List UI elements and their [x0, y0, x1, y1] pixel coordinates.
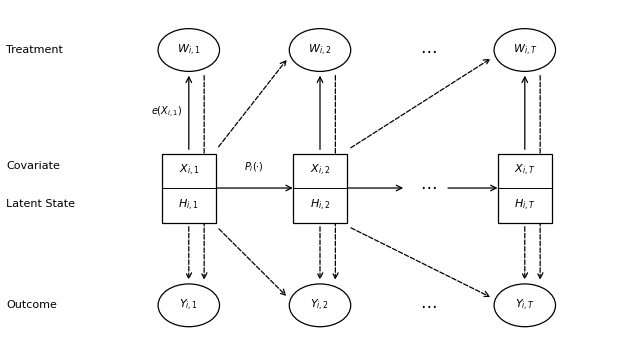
Text: $H_{i,1}$: $H_{i,1}$	[179, 198, 199, 213]
Ellipse shape	[158, 29, 220, 71]
Ellipse shape	[494, 284, 556, 327]
Text: $Y_{i,1}$: $Y_{i,1}$	[179, 298, 198, 313]
Text: $e(X_{i,1})$: $e(X_{i,1})$	[151, 105, 182, 120]
FancyBboxPatch shape	[293, 154, 347, 223]
Text: $\cdots$: $\cdots$	[420, 41, 437, 59]
Text: $X_{i,2}$: $X_{i,2}$	[310, 163, 330, 178]
Text: $\cdots$: $\cdots$	[420, 296, 437, 314]
Text: $Y_{i,2}$: $Y_{i,2}$	[310, 298, 330, 313]
Text: Outcome: Outcome	[6, 300, 57, 310]
Ellipse shape	[494, 29, 556, 71]
Text: $X_{i,T}$: $X_{i,T}$	[514, 163, 536, 178]
Text: $X_{i,1}$: $X_{i,1}$	[179, 163, 199, 178]
FancyBboxPatch shape	[161, 154, 216, 223]
Text: Treatment: Treatment	[6, 45, 63, 55]
Ellipse shape	[289, 29, 351, 71]
Ellipse shape	[289, 284, 351, 327]
Text: $W_{i,1}$: $W_{i,1}$	[177, 42, 200, 58]
Text: Covariate: Covariate	[6, 161, 60, 170]
FancyBboxPatch shape	[498, 154, 552, 223]
Text: $W_{i,T}$: $W_{i,T}$	[513, 42, 537, 58]
Text: Latent State: Latent State	[6, 199, 76, 208]
Text: $P_i(\cdot)$: $P_i(\cdot)$	[244, 161, 264, 174]
Text: $W_{i,2}$: $W_{i,2}$	[308, 42, 332, 58]
Text: $H_{i,T}$: $H_{i,T}$	[514, 198, 536, 213]
Text: $\cdots$: $\cdots$	[420, 177, 437, 195]
Text: $Y_{i,T}$: $Y_{i,T}$	[515, 298, 535, 313]
Text: $H_{i,2}$: $H_{i,2}$	[310, 198, 330, 213]
Ellipse shape	[158, 284, 220, 327]
